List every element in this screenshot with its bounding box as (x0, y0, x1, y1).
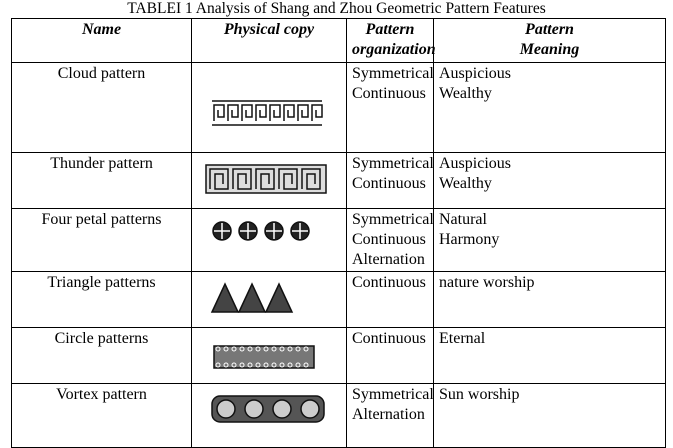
pattern-image (212, 221, 310, 241)
meaning-line: Auspicious (439, 155, 511, 172)
meaning-line: Wealthy (439, 175, 492, 192)
name-cell: Circle patterns (11, 327, 192, 384)
organization-line: Continuous (352, 274, 426, 291)
header-line: Meaning (519, 41, 580, 58)
meaning-cell: Auspicious Wealthy (433, 152, 666, 209)
header-line: organization (352, 41, 436, 58)
name-cell: Vortex pattern (11, 383, 192, 448)
pattern-image (213, 345, 315, 369)
pattern-name: Thunder pattern (50, 155, 153, 172)
table-row: Circle patterns Continuous Eternal (11, 327, 666, 384)
name-cell: Cloud pattern (11, 62, 192, 153)
pattern-image (211, 395, 325, 423)
pattern-name: Four petal patterns (41, 211, 162, 228)
table-row: Vortex pattern Symmetrical Alternation Sun … (11, 383, 666, 448)
header-line: Pattern (365, 21, 415, 38)
table-row: Four petal patterns Symmetrical Continuous… (11, 208, 666, 272)
header-line: Physical copy (223, 21, 315, 38)
name-cell: Triangle patterns (11, 271, 192, 328)
meaning-cell: Natural Harmony (433, 208, 666, 272)
meaning-line: Natural (439, 211, 487, 228)
meaning-cell: Sun worship (433, 383, 666, 448)
meaning-cell: Eternal (433, 327, 666, 384)
header-row: Name Physical copy Pattern organization Patt… (11, 18, 666, 63)
table-row: Triangle patterns Continuous nature worshi… (11, 271, 666, 328)
organization-line: Continuous (352, 85, 426, 102)
name-cell: Thunder pattern (11, 152, 192, 209)
table-row: Thunder pattern Symmetrical Continuous Ausp… (11, 152, 666, 209)
pattern-name: Cloud pattern (57, 65, 146, 82)
organization-cell: Continuous (346, 327, 434, 384)
pattern-name: Vortex pattern (56, 386, 147, 403)
pattern-image (212, 100, 323, 126)
organization-line: Alternation (352, 251, 425, 268)
image-cell (191, 208, 347, 272)
organization-line: Symmetrical (352, 155, 434, 172)
image-cell (191, 327, 347, 384)
meaning-line: nature worship (439, 274, 535, 291)
header-cell: Pattern organization (346, 18, 436, 63)
pattern-image (210, 282, 294, 313)
header-cell: Physical copy (191, 18, 347, 63)
organization-cell: Continuous (346, 271, 434, 328)
image-cell (191, 383, 347, 448)
header-cell: Pattern Meaning (433, 18, 666, 63)
header-line: Pattern (525, 21, 574, 38)
organization-line: Continuous (352, 231, 426, 248)
meaning-line: Eternal (439, 330, 486, 347)
meaning-cell: Auspicious Wealthy (433, 62, 666, 153)
organization-line: Continuous (352, 330, 426, 347)
meaning-line: Harmony (439, 231, 500, 248)
name-cell: Four petal patterns (11, 208, 192, 272)
pattern-name: Circle patterns (54, 330, 149, 347)
image-cell (191, 62, 347, 153)
organization-line: Alternation (352, 406, 425, 423)
table-row: Cloud pattern Symmetrical Continuous Auspic… (11, 62, 666, 153)
header-line: Name (81, 21, 122, 38)
header-cell: Name (11, 18, 192, 63)
meaning-line: Wealthy (439, 85, 492, 102)
organization-cell: Symmetrical Continuous Alternation (346, 208, 434, 272)
table: Name Physical copy Pattern organization Patt… (11, 18, 666, 448)
meaning-cell: nature worship (433, 271, 666, 328)
organization-line: Symmetrical (352, 211, 434, 228)
organization-line: Symmetrical (352, 386, 434, 403)
organization-line: Continuous (352, 175, 426, 192)
image-cell (191, 152, 347, 209)
organization-cell: Symmetrical Continuous (346, 62, 434, 153)
organization-cell: Symmetrical Alternation (346, 383, 434, 448)
meaning-line: Sun worship (439, 386, 520, 403)
organization-line: Symmetrical (352, 65, 434, 82)
pattern-name: Triangle patterns (47, 274, 156, 291)
table-caption: TABLEI 1 Analysis of Shang and Zhou Geom… (127, 0, 546, 17)
image-cell (191, 271, 347, 328)
pattern-image (205, 164, 327, 194)
organization-cell: Symmetrical Continuous (346, 152, 434, 209)
meaning-line: Auspicious (439, 65, 511, 82)
